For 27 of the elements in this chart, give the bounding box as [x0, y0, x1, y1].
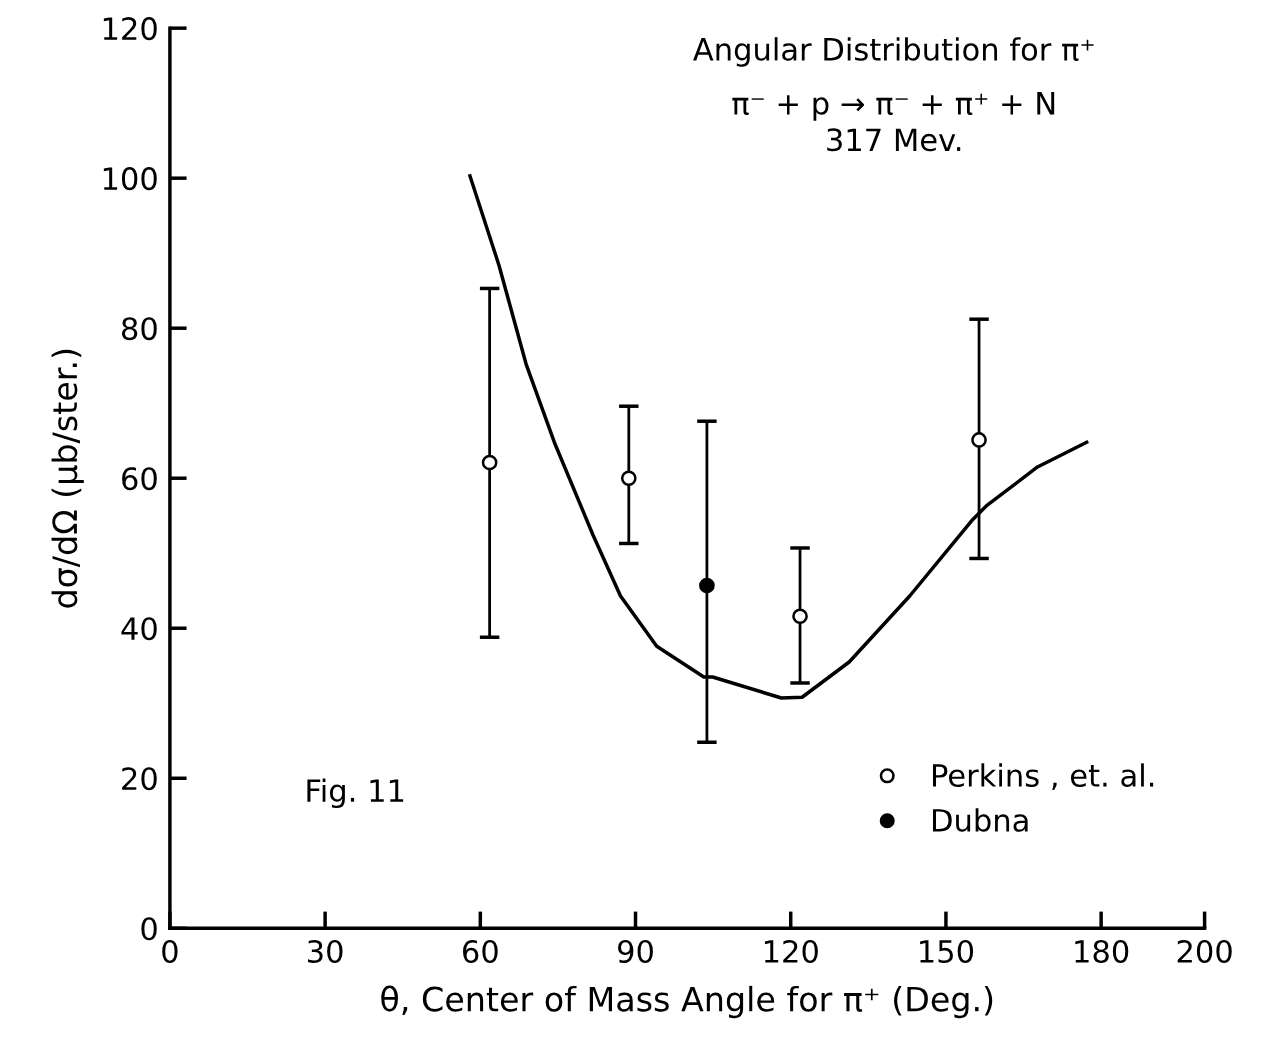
- x-tick-label: 30: [308, 939, 343, 964]
- x-tick-label: 180: [1075, 939, 1129, 964]
- y-tick-label: 80: [121, 317, 157, 341]
- legend-label: Perkins , et. al.: [933, 763, 1154, 791]
- x-tick-label: 0: [162, 939, 178, 964]
- point: [792, 608, 808, 625]
- y-tick-label: 20: [122, 767, 157, 791]
- x-axis-title: θ, Center of Mass Angle for π⁺ (Deg.): [381, 985, 993, 1019]
- y-axis-title: dσ/dΩ (μb/ster.): [51, 349, 84, 608]
- x-tick-label: 150: [920, 939, 974, 964]
- point: [971, 432, 987, 448]
- point: [620, 470, 637, 487]
- x-tick-label: 200: [1177, 939, 1232, 964]
- point: [699, 577, 715, 594]
- y-tick-label: 40: [121, 617, 157, 641]
- text: π⁻ + p → π⁻ + π⁺ + N 317 Mev.: [732, 92, 1055, 152]
- point: [481, 454, 498, 471]
- annotation: Fig. 11: [307, 778, 404, 809]
- x-tick-label: 60: [463, 939, 498, 964]
- y-tick-label: 120: [103, 17, 157, 41]
- chart-title: Angular Distribution for π⁺: [693, 37, 1094, 67]
- x-tick-label: 90: [618, 939, 653, 964]
- y-tick-label: 60: [122, 467, 157, 491]
- legend-label: Dubna: [933, 808, 1028, 832]
- y-tick-label: 0: [141, 917, 157, 941]
- y-tick-label: 100: [103, 167, 157, 191]
- x-tick-label: 120: [764, 939, 818, 964]
